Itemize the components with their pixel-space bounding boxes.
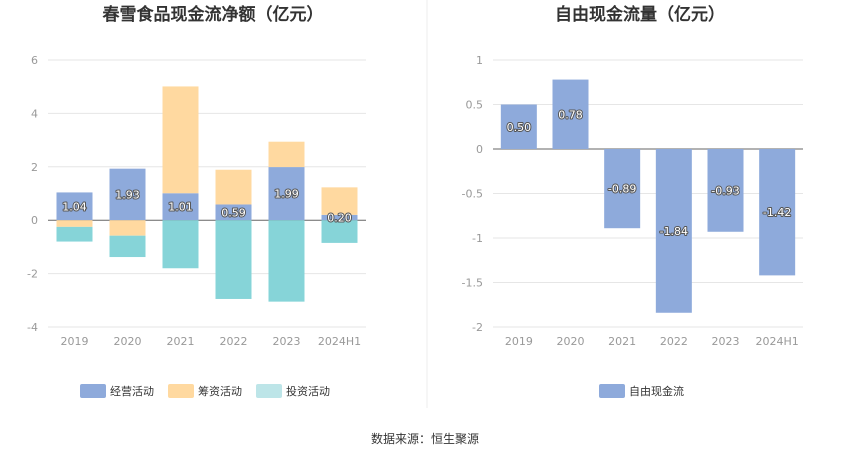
right-y-tick-label: -2	[472, 321, 483, 334]
left-x-tick-label: 2020	[114, 335, 142, 348]
bar-financing	[162, 86, 199, 194]
left-y-tick-label: -4	[27, 321, 38, 334]
bar-fcf	[707, 149, 744, 232]
right-x-tick-label: 2019	[505, 335, 533, 348]
data-label-fcf: -0.89	[608, 183, 636, 196]
bar-fcf	[604, 149, 641, 229]
right-data-labels: 0.50 0.78 -0.89 -1.84 -0.93 -1.42	[506, 107, 793, 239]
data-label-fcf: 0.78	[558, 108, 583, 121]
left-chart-title: 春雪食品现金流净额（亿元）	[103, 4, 324, 25]
left-legend: 经营活动 筹资活动 投资活动	[80, 384, 330, 398]
left-data-labels: 1.04 1.93 1.01 0.59 1.99 0.20	[61, 187, 353, 226]
bar-financing	[109, 220, 146, 236]
bar-fcf	[552, 79, 589, 149]
bar-investing	[215, 220, 252, 299]
data-label-fcf: -0.93	[711, 184, 739, 197]
bar-operating	[109, 168, 146, 221]
bar-financing	[321, 187, 358, 215]
bar-fcf	[500, 104, 537, 149]
left-y-tick-label: 0	[31, 214, 38, 227]
left-x-tick-label: 2019	[61, 335, 89, 348]
left-y-axis: 6 4 2 0 -2 -4	[27, 54, 38, 334]
bar-investing	[56, 226, 93, 242]
left-gridlines	[48, 59, 366, 328]
right-chart-title: 自由现金流量（亿元）	[555, 4, 725, 25]
bar-investing	[268, 220, 305, 302]
left-x-axis: 2019 2020 2021 2022 2023 2024H1	[61, 335, 362, 348]
right-bars	[500, 79, 796, 313]
right-y-tick-label: 1	[476, 54, 483, 67]
right-y-tick-label: -1	[472, 232, 483, 245]
bar-operating	[268, 167, 305, 221]
right-x-tick-label: 2021	[608, 335, 636, 348]
legend-swatch-fcf	[599, 384, 625, 398]
left-y-tick-label: -2	[27, 268, 38, 281]
bar-investing	[109, 235, 146, 258]
legend-item-investing[interactable]: 投资活动	[256, 384, 330, 398]
right-x-tick-label: 2020	[557, 335, 585, 348]
data-label-fcf: -1.42	[763, 206, 791, 219]
legend-label-fcf: 自由现金流	[629, 384, 684, 398]
bar-operating	[162, 193, 199, 221]
data-label-operating: 0.59	[221, 206, 246, 219]
right-y-tick-label: 0.5	[466, 99, 484, 112]
data-label-operating: 1.93	[115, 188, 140, 201]
left-y-tick-label: 4	[31, 107, 38, 120]
right-y-tick-label: -0.5	[462, 188, 483, 201]
bar-investing	[162, 220, 199, 269]
right-legend: 自由现金流	[599, 384, 684, 398]
right-x-axis: 2019 2020 2021 2022 2023 2024H1	[505, 335, 799, 348]
data-label-operating: 1.99	[274, 188, 299, 201]
left-y-tick-label: 2	[31, 161, 38, 174]
right-gridlines	[493, 59, 803, 328]
left-x-tick-label: 2023	[273, 335, 301, 348]
bar-financing	[268, 141, 305, 168]
right-y-tick-label: -1.5	[462, 277, 483, 290]
left-bars	[56, 86, 358, 302]
bar-operating	[215, 204, 252, 221]
bar-operating	[56, 192, 93, 221]
legend-label-operating: 经营活动	[110, 384, 154, 398]
source-note: 数据来源：恒生聚源	[371, 431, 479, 446]
legend-swatch-investing	[256, 384, 282, 398]
left-x-tick-label: 2024H1	[318, 335, 361, 348]
legend-item-operating[interactable]: 经营活动	[80, 384, 154, 398]
bar-financing	[56, 220, 93, 227]
right-x-tick-label: 2022	[660, 335, 688, 348]
bar-fcf	[655, 149, 692, 313]
legend-item-fcf[interactable]: 自由现金流	[599, 384, 684, 398]
left-x-tick-label: 2021	[167, 335, 195, 348]
right-x-tick-label: 2023	[712, 335, 740, 348]
bar-operating	[321, 214, 358, 221]
legend-label-financing: 筹资活动	[198, 384, 242, 398]
left-x-tick-label: 2022	[220, 335, 248, 348]
right-x-tick-label: 2024H1	[756, 335, 799, 348]
legend-label-investing: 投资活动	[286, 384, 330, 398]
bar-financing	[215, 169, 252, 205]
right-chart: 自由现金流量（亿元） 10.50-0.5-1-1.5-2 0.500.78-0.…	[462, 4, 803, 398]
data-label-operating: 0.20	[327, 212, 352, 225]
data-label-operating: 1.04	[62, 200, 87, 213]
legend-swatch-financing	[168, 384, 194, 398]
bar-fcf	[759, 149, 796, 276]
left-y-tick-label: 6	[31, 54, 38, 67]
legend-item-financing[interactable]: 筹资活动	[168, 384, 242, 398]
bar-investing	[321, 220, 358, 243]
legend-swatch-operating	[80, 384, 106, 398]
right-y-axis: 1 0.5 0 -0.5 -1 -1.5 -2	[462, 54, 483, 334]
data-label-fcf: -1.84	[660, 225, 688, 238]
right-y-tick-label: 0	[476, 143, 483, 156]
data-label-fcf: 0.50	[507, 121, 532, 134]
data-label-operating: 1.01	[168, 201, 193, 214]
